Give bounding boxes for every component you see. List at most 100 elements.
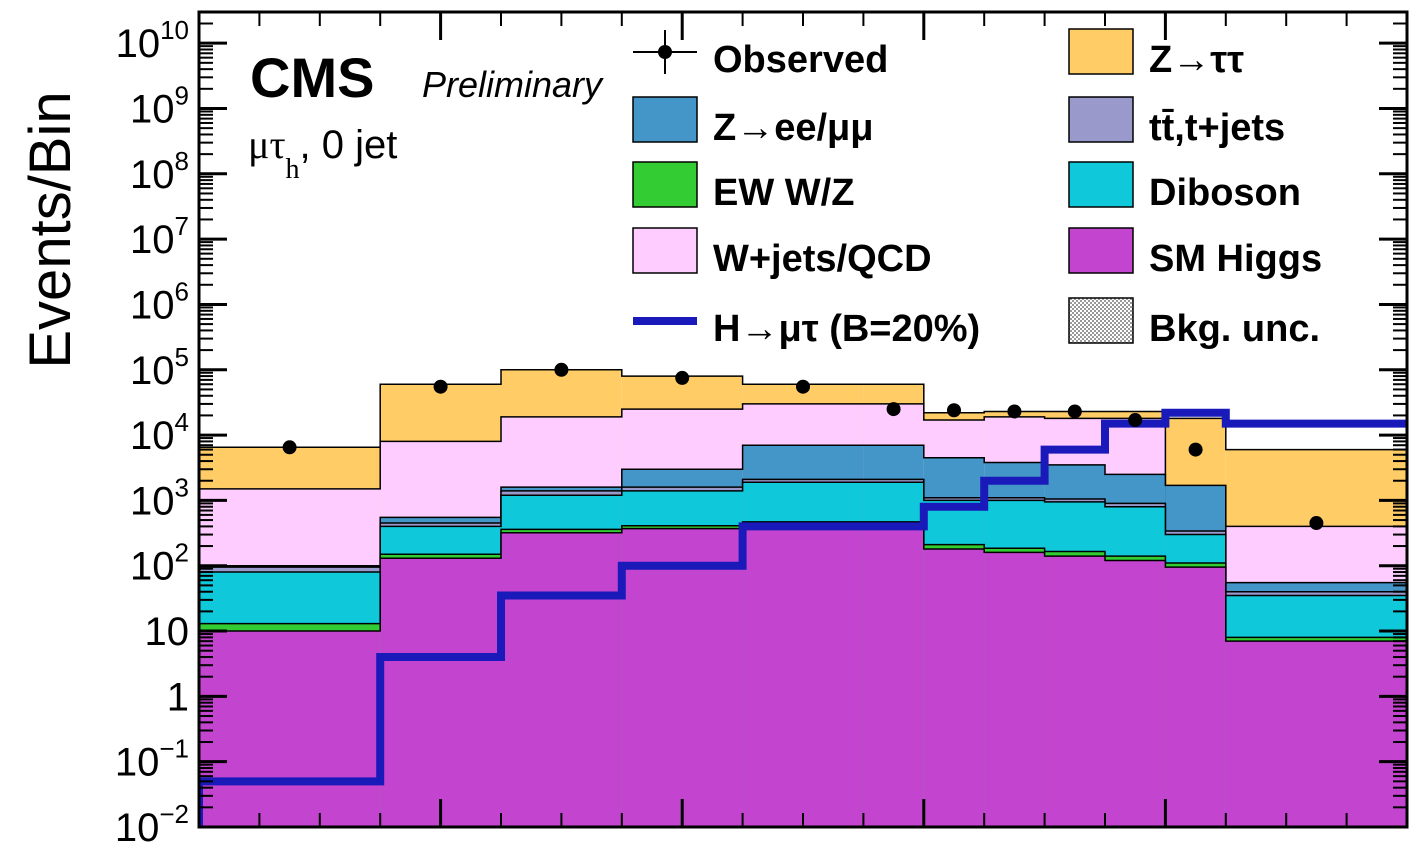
y-tick-base: 10	[130, 479, 175, 523]
channel-label: μτh, 0 jet	[248, 122, 397, 185]
observed-point	[675, 370, 690, 385]
y-tick-label: 106	[130, 276, 189, 327]
y-tick-base: 10	[130, 87, 175, 131]
channel-mu: μτ	[248, 122, 286, 167]
observed-point	[886, 402, 901, 417]
outline-z-ee	[199, 444, 1407, 827]
observed-point	[1188, 442, 1203, 457]
legend-entry-left-1: Z→ee/μμ	[632, 96, 874, 149]
legend-entry-right-3: SM Higgs	[1068, 227, 1322, 280]
y-tick-exponent: 6	[175, 276, 189, 306]
y-tick-exponent: −2	[159, 799, 189, 829]
bar-sm-higgs	[1044, 556, 1105, 827]
y-tick-base: 10	[130, 414, 175, 458]
y-tick-base: 1	[167, 675, 189, 719]
observed-point	[947, 403, 961, 418]
bar-sm-higgs	[380, 558, 501, 827]
legend-entry-right-1: tt̄,t+jets	[1068, 96, 1285, 149]
legend-entry-right-2: Diboson	[1068, 161, 1301, 214]
legend-entry-right-0: Z→ττ	[1068, 28, 1244, 81]
y-tick-base: 10	[115, 806, 160, 850]
bar-sm-higgs	[621, 528, 743, 827]
observed-point	[282, 440, 297, 455]
signal-line	[199, 408, 1407, 827]
y-tick-exponent: 2	[175, 538, 189, 568]
y-tick-label: 105	[130, 342, 189, 393]
y-tick-label: 10	[145, 610, 190, 654]
y-tick-label: 10−1	[115, 734, 189, 785]
y-tick-label: 104	[130, 407, 189, 458]
bar-sm-higgs	[1225, 641, 1407, 827]
y-tick-label: 107	[130, 211, 189, 262]
legend-label: Z→ee/μμ	[713, 107, 874, 149]
outline-sm-higgs	[199, 524, 1407, 827]
bar-sm-higgs	[1165, 567, 1226, 827]
experiment-label: CMS	[250, 46, 374, 109]
bar-sm-higgs	[984, 552, 1045, 827]
legend-label: Bkg. unc.	[1149, 308, 1320, 350]
legend-marker-dot	[658, 45, 672, 59]
y-tick-base: 10	[145, 610, 190, 654]
legend-label: Diboson	[1149, 172, 1301, 214]
bar-sm-higgs	[1105, 560, 1166, 827]
legend-swatch	[632, 161, 698, 208]
bar-sm-higgs	[199, 631, 381, 827]
observed-point	[1128, 413, 1143, 428]
legend-swatch	[632, 96, 698, 143]
legend-entry-left-3: W+jets/QCD	[632, 227, 932, 280]
legend-label: W+jets/QCD	[713, 238, 932, 280]
y-tick-exponent: 9	[175, 80, 189, 110]
y-tick-exponent: 4	[175, 407, 189, 437]
background-stack	[199, 369, 1407, 827]
legend-swatch	[1068, 96, 1134, 143]
channel-sub: h	[286, 154, 300, 185]
y-tick-base: 10	[130, 283, 175, 327]
legend-swatch	[1068, 161, 1134, 208]
bar-sm-higgs	[501, 532, 622, 827]
y-tick-exponent: 3	[175, 472, 189, 502]
bar-sm-higgs	[923, 549, 985, 827]
observed-data	[282, 362, 1324, 531]
bar-sm-higgs	[863, 525, 924, 827]
y-tick-label: 109	[130, 80, 189, 131]
outline-w-jets-qcd	[199, 403, 1407, 827]
y-tick-label: 103	[130, 472, 189, 523]
legend-swatch	[632, 227, 698, 274]
legend-entry-left-0: Observed	[633, 30, 888, 81]
y-tick-exponent: 10	[160, 15, 189, 45]
y-axis-label: Events/Bin	[18, 91, 83, 368]
legend-label: tt̄,t+jets	[1149, 107, 1285, 149]
y-tick-label: 1	[167, 675, 189, 719]
legend-label: H→μτ (B=20%)	[713, 308, 980, 350]
y-tick-exponent: 5	[175, 342, 189, 372]
legend-label: SM Higgs	[1149, 238, 1322, 280]
y-tick-base: 10	[116, 22, 161, 66]
y-tick-label: 108	[130, 146, 189, 197]
y-tick-exponent: −1	[159, 734, 189, 764]
y-tick-label: 10−2	[115, 799, 189, 850]
y-tick-base: 10	[130, 218, 175, 262]
y-tick-exponent: 8	[175, 146, 189, 176]
legend-label: Observed	[713, 39, 888, 81]
observed-point	[1007, 404, 1022, 419]
y-tick-exponent: 7	[175, 211, 189, 241]
observed-point	[433, 379, 448, 394]
legend-label: Z→ττ	[1149, 39, 1244, 81]
legend-swatch	[1068, 227, 1134, 274]
y-tick-base: 10	[130, 349, 175, 393]
legend-entry-left-2: EW W/Z	[632, 161, 854, 214]
y-tick-base: 10	[130, 545, 175, 589]
observed-point	[1067, 404, 1082, 419]
status-label: Preliminary	[422, 64, 604, 105]
bar-sm-higgs	[742, 525, 864, 827]
y-tick-base: 10	[130, 153, 175, 197]
y-tick-base: 10	[115, 741, 160, 785]
legend-label: EW W/Z	[713, 172, 854, 214]
legend-entry-left-4: H→μτ (B=20%)	[633, 308, 980, 350]
legend-entry-right-4: Bkg. unc.	[1068, 297, 1320, 350]
outline-diboson	[199, 481, 1407, 827]
series-sm-higgs	[199, 524, 1407, 827]
